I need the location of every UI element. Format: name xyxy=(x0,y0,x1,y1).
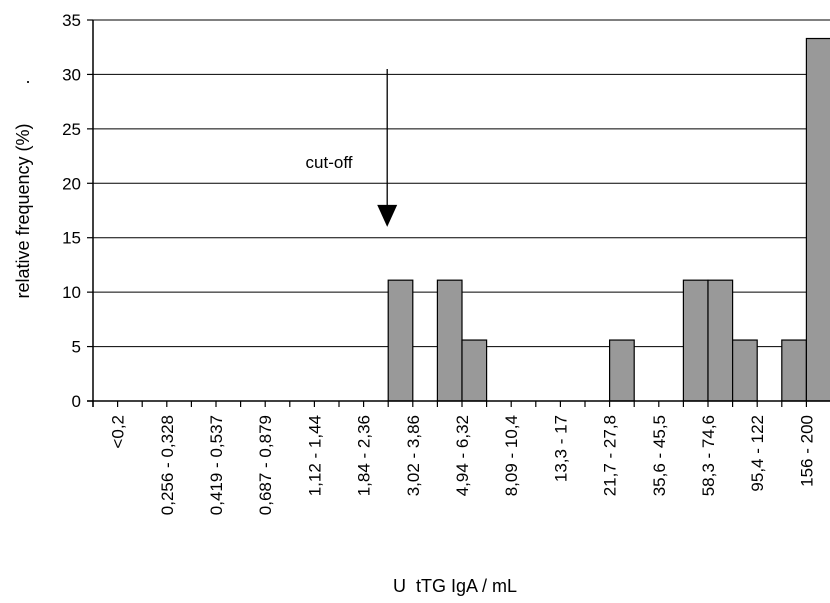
x-tick-label: 4,94 - 6,32 xyxy=(453,415,472,496)
cut-off-label: cut-off xyxy=(306,153,353,172)
x-tick-label: 8,09 - 10,4 xyxy=(502,415,521,496)
histogram-bar xyxy=(461,339,488,402)
histogram-bar xyxy=(781,339,807,402)
y-tick-label: 10 xyxy=(62,283,81,302)
y-tick-label: 15 xyxy=(62,229,81,248)
cut-off-arrowhead xyxy=(377,204,398,227)
y-tick-label: 25 xyxy=(62,120,81,139)
histogram-bar xyxy=(608,339,635,402)
x-tick-label: 3,02 - 3,86 xyxy=(404,415,423,496)
x-tick-label: 35,6 - 45,5 xyxy=(650,415,669,496)
x-tick-label: <0,2 xyxy=(109,415,128,449)
x-tick-label: 156 - 200 xyxy=(797,415,816,487)
histogram-bar xyxy=(436,279,463,402)
x-tick-label: 95,4 - 122 xyxy=(748,415,767,492)
histogram-bar xyxy=(731,339,758,402)
y-tick-label: 20 xyxy=(62,174,81,193)
x-tick-label: 21,7 - 27,8 xyxy=(601,415,620,496)
y-axis-title-suffix: . xyxy=(13,79,33,84)
y-tick-label: 35 xyxy=(62,11,81,30)
histogram-bar xyxy=(387,279,414,402)
x-axis-title: U tTG IgA / mL xyxy=(393,576,517,596)
x-tick-label: 1,12 - 1,44 xyxy=(305,415,324,496)
y-tick-label: 30 xyxy=(62,65,81,84)
histogram-bar xyxy=(805,37,830,402)
histogram-bar xyxy=(682,279,709,402)
y-tick-label: 0 xyxy=(72,392,81,411)
x-tick-label: 1,84 - 2,36 xyxy=(355,415,374,496)
bars xyxy=(387,37,830,402)
histogram-bar xyxy=(707,279,734,402)
axes: 0 5 10 15 20 25 30 35 <0,2 0,256 - 0,328 0,419 - 0… xyxy=(62,11,830,515)
y-tick-label: 5 xyxy=(72,338,81,357)
gridlines xyxy=(93,19,830,348)
x-tick-label: 58,3 - 74,6 xyxy=(699,415,718,496)
x-tick-label: 13,3 - 17 xyxy=(551,415,570,482)
x-tick-label: 0,256 - 0,328 xyxy=(158,415,177,515)
y-axis-title: relative frequency (%) xyxy=(13,123,33,298)
x-tick-label: 0,419 - 0,537 xyxy=(207,415,226,515)
cut-off-annotation: cut-off xyxy=(306,68,398,227)
x-tick-label: 0,687 - 0,879 xyxy=(256,415,275,515)
